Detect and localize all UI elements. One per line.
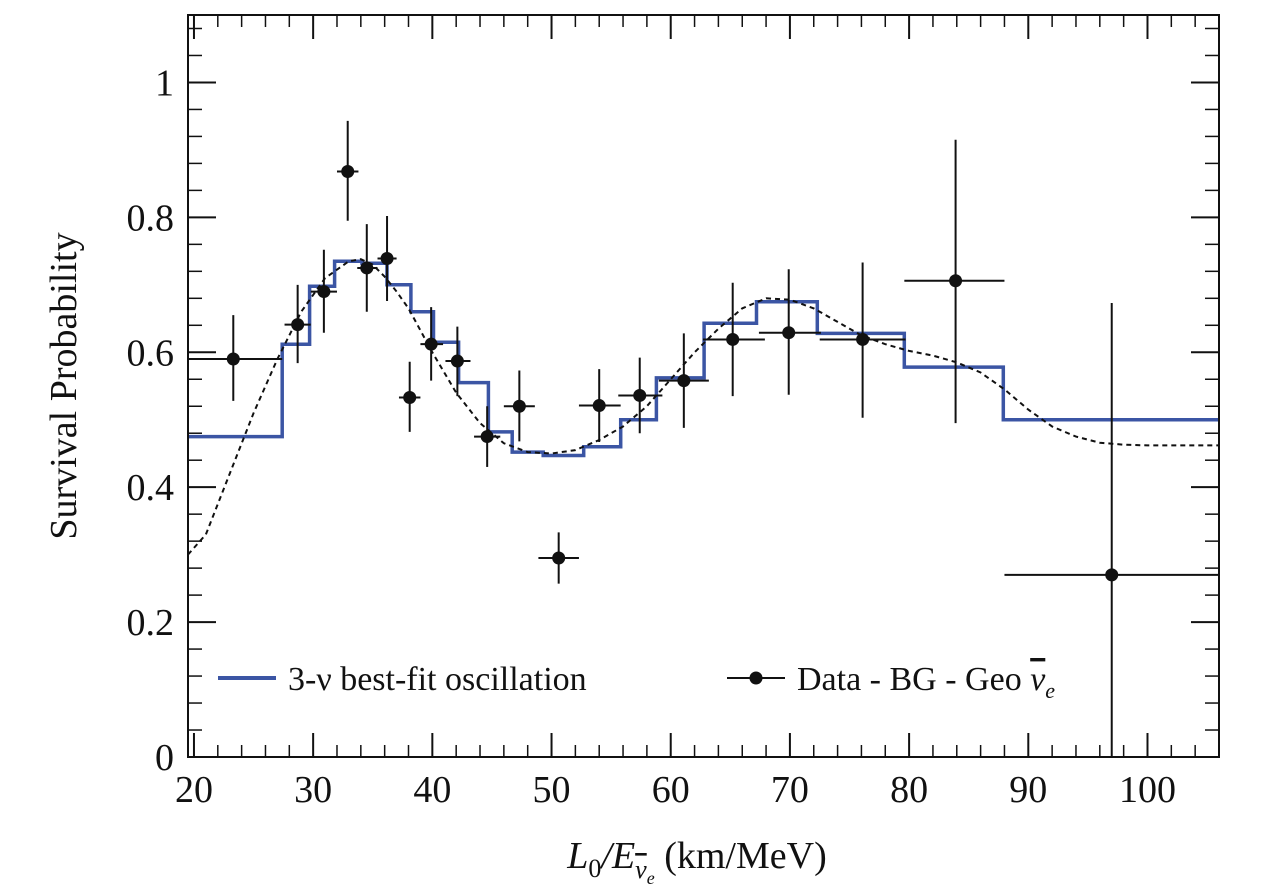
data-point-12 — [578, 369, 621, 442]
x-axis-title: L0/Eνe (km/MeV) — [566, 835, 827, 888]
x-axis-title-nu-sub: e — [647, 868, 655, 888]
y-tick-label: 0 — [155, 737, 174, 779]
data-point-11 — [538, 532, 579, 584]
data-point-marker — [341, 164, 355, 178]
data-point-marker — [677, 374, 691, 388]
data-point-1 — [284, 284, 311, 364]
legend-fit-label: 3-ν best-fit oscillation — [288, 661, 587, 698]
legend-data-swatch-marker — [749, 671, 763, 685]
data-point-10 — [503, 370, 535, 442]
data-point-marker — [360, 261, 374, 275]
data-point-marker — [633, 388, 647, 402]
best-fit-histogram — [188, 259, 1219, 458]
data-point-marker — [424, 337, 438, 351]
data-point-marker — [552, 551, 566, 565]
data-point-6 — [398, 361, 421, 432]
x-tick-label: 40 — [413, 769, 451, 811]
data-point-marker — [317, 285, 331, 299]
data-point-marker — [403, 390, 417, 404]
data-point-9 — [474, 406, 501, 467]
data-point-marker — [226, 352, 240, 366]
x-tick-label: 90 — [1009, 769, 1047, 811]
expected-oscillation-curve — [187, 258, 1219, 556]
data-point-8 — [445, 326, 471, 397]
x-axis-title-l-sub: 0 — [588, 854, 601, 883]
legend-data-label-nu: ν — [1030, 661, 1046, 698]
data-point-17 — [819, 262, 906, 418]
y-tick-label: 0.6 — [127, 332, 175, 374]
legend-data-label: Data - BG - Geo νe — [797, 661, 1055, 703]
x-axis-title-e: /E — [599, 835, 635, 877]
data-point-marker — [782, 326, 796, 340]
data-point-18 — [904, 139, 1005, 424]
x-tick-label: 30 — [294, 769, 332, 811]
x-axis-title-unit: (km/MeV) — [655, 835, 827, 877]
data-point-13 — [618, 357, 663, 434]
data-point-marker — [1105, 568, 1119, 582]
y-tick-label: 0.4 — [127, 467, 175, 509]
x-axis-title-l: L — [566, 835, 588, 877]
legend-data-label-sub: e — [1045, 678, 1055, 703]
data-point-5 — [377, 216, 397, 302]
data-point-marker — [291, 318, 305, 332]
y-tick-label: 0.8 — [127, 197, 175, 239]
data-point-14 — [658, 333, 709, 428]
x-tick-label: 50 — [533, 769, 571, 811]
data-point-15 — [702, 282, 765, 397]
data-points-layer — [188, 120, 1219, 757]
legend-data-label-main: Data - BG - Geo — [797, 661, 1030, 698]
data-point-0 — [188, 315, 283, 401]
y-tick-label: 0.2 — [127, 602, 175, 644]
data-point-7 — [420, 307, 444, 381]
x-tick-label: 80 — [890, 769, 928, 811]
y-axis-title: Survival Probability — [43, 232, 85, 539]
x-tick-label: 60 — [652, 769, 690, 811]
expected-curve-layer — [187, 258, 1219, 556]
x-tick-label: 20 — [175, 769, 213, 811]
data-point-marker — [726, 332, 740, 346]
plot-frame — [187, 14, 1220, 758]
data-point-marker — [856, 332, 870, 346]
best-fit-histogram-layer — [188, 259, 1219, 458]
y-tick-label: 1 — [155, 62, 174, 104]
data-point-marker — [450, 354, 464, 368]
data-point-marker — [949, 274, 963, 288]
data-point-4 — [357, 224, 378, 312]
data-point-16 — [758, 269, 821, 395]
axis-ticks-layer: 20 30 40 50 60 70 80 90 100 0 0.2 0.4 0.6 0.8 1 — [127, 15, 1220, 811]
data-point-3 — [336, 120, 359, 221]
data-point-19 — [1004, 303, 1219, 757]
x-tick-label: 70 — [771, 769, 809, 811]
data-point-2 — [310, 249, 337, 333]
x-tick-label: 100 — [1119, 769, 1176, 811]
data-point-marker — [380, 252, 394, 266]
legend: 3-ν best-fit oscillation Data - BG - Geo… — [218, 661, 1055, 703]
data-point-marker — [592, 399, 606, 413]
x-axis-title-nu: ν — [635, 855, 647, 884]
data-point-marker — [512, 399, 526, 413]
data-point-marker — [480, 430, 494, 444]
